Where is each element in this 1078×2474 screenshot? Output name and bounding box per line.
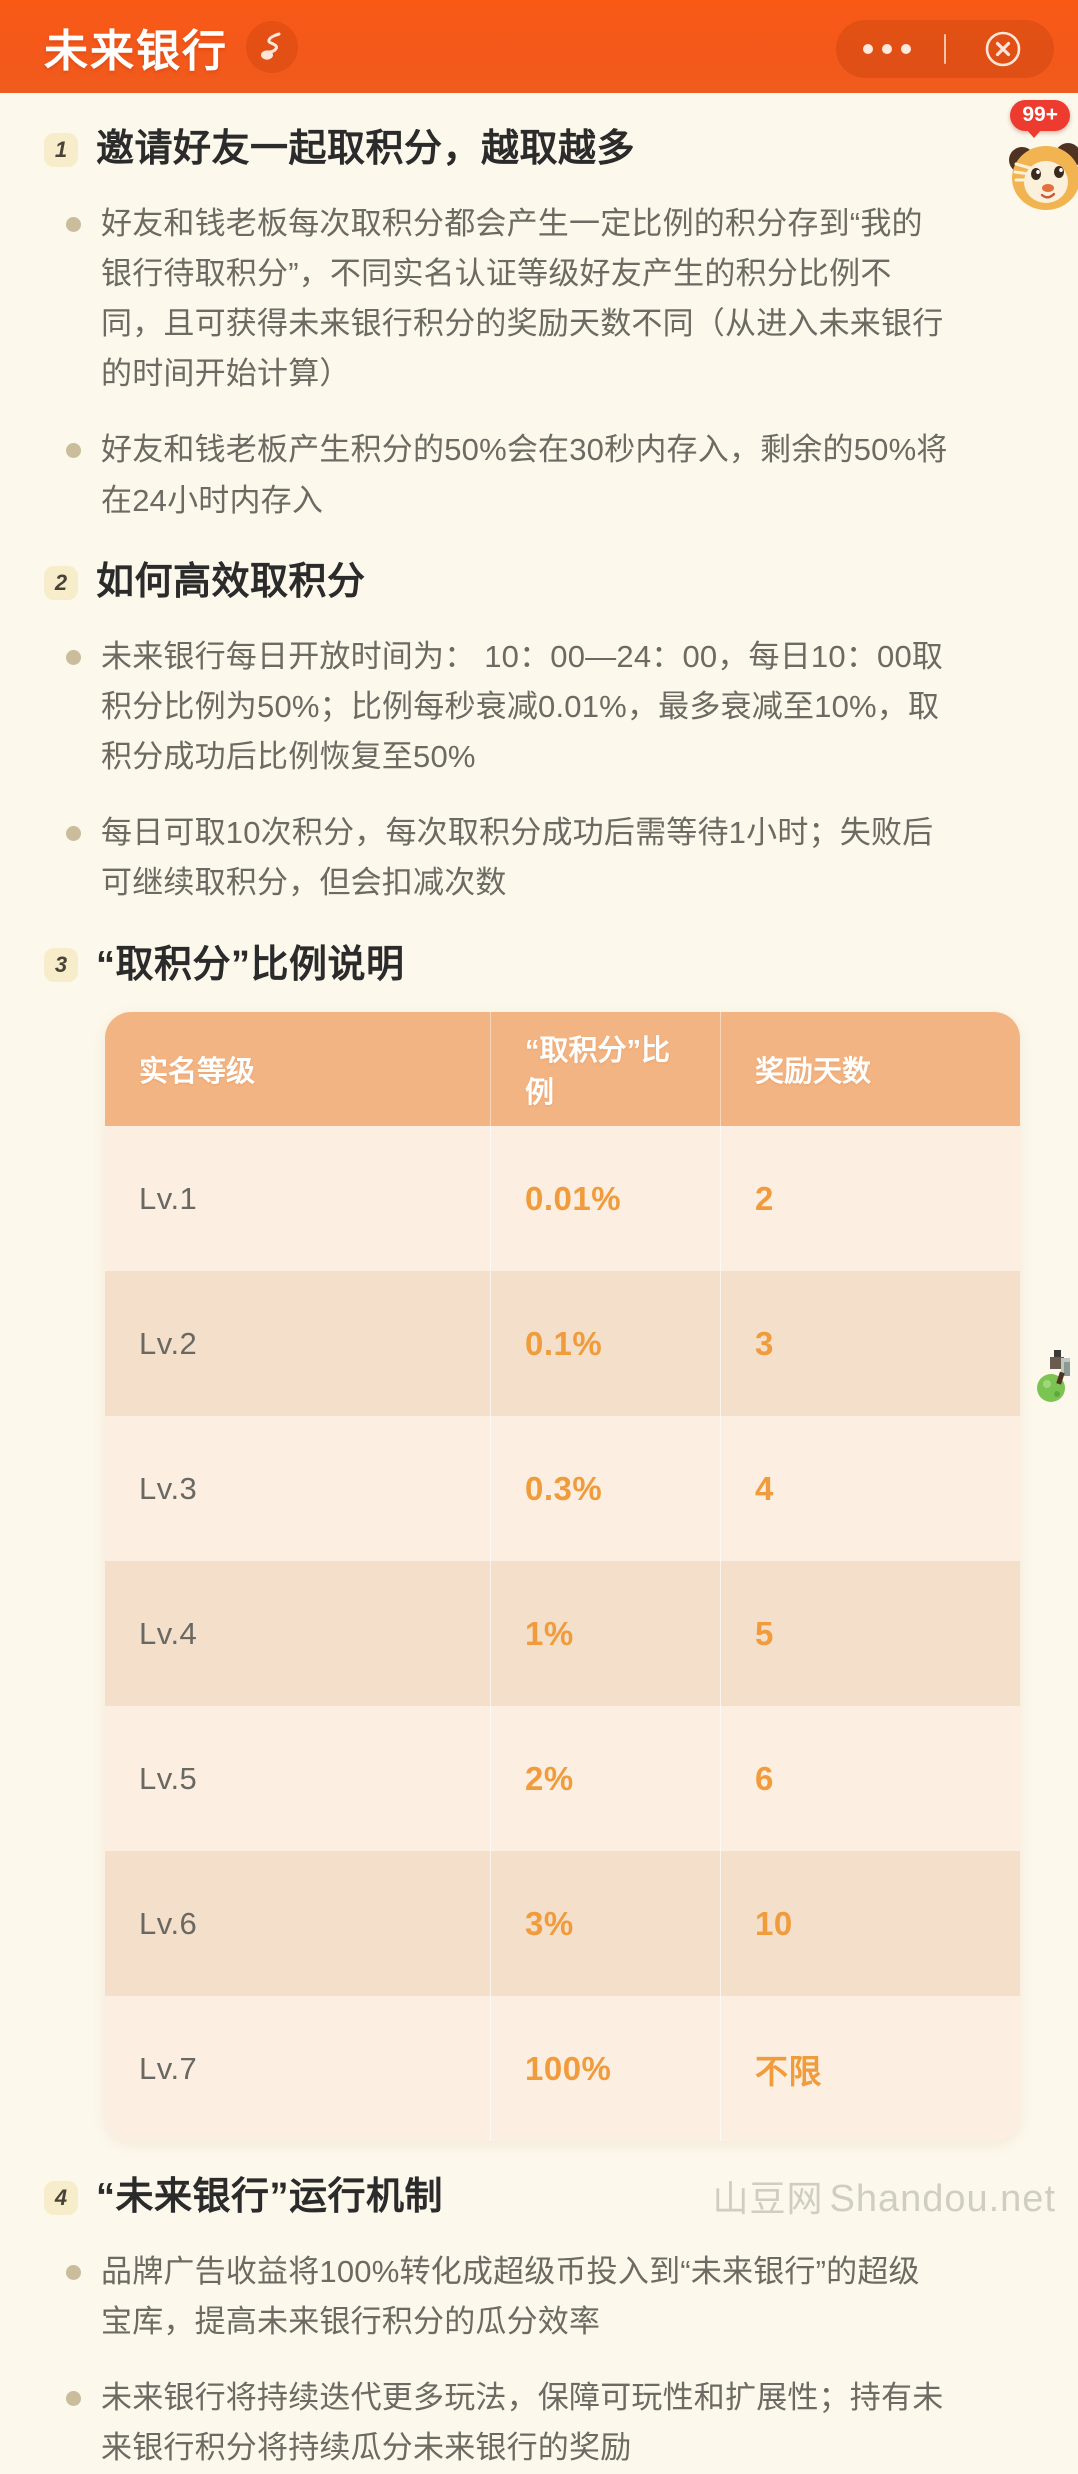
section-2: 2 如何高效取积分 未来银行每日开放时间为： 10：00—24：00，每日10：… <box>44 560 1034 909</box>
tiger-mascot-icon[interactable] <box>1002 138 1078 212</box>
watermark-en: Shandou.net <box>829 2178 1056 2220</box>
list-item: 好友和钱老板产生积分的50%会在30秒内存入，剩余的50%将在24小时内存入 <box>66 425 1034 525</box>
cell-days: 5 <box>720 1561 1020 1707</box>
cell-ratio: 2% <box>490 1706 720 1852</box>
cell-ratio: 0.1% <box>490 1271 720 1417</box>
bullet-dot-icon <box>66 826 81 842</box>
dot <box>882 44 893 54</box>
list-item: 未来银行将持续迭代更多玩法，保障可玩性和扩展性；持有未来银行积分将持续瓜分未来银… <box>66 2373 1034 2473</box>
pixel-sprite-icon[interactable] <box>1034 1348 1074 1406</box>
bullet-dot-icon <box>66 443 81 459</box>
article-content: 1 邀请好友一起取积分，越取越多 好友和钱老板每次取积分都会产生一定比例的积分存… <box>0 127 1078 2474</box>
cell-days: 3 <box>720 1271 1020 1417</box>
section-number-badge: 2 <box>44 565 78 600</box>
cell-ratio: 0.01% <box>490 1126 720 1272</box>
cell-ratio: 3% <box>490 1851 720 1997</box>
cell-ratio: 100% <box>490 1996 720 2142</box>
app-header: 未来银行 <box>0 0 1078 93</box>
mascot-widget[interactable]: 99+ <box>1000 100 1078 210</box>
section-number-badge: 4 <box>44 2180 78 2215</box>
cell-ratio: 0.3% <box>490 1416 720 1562</box>
capsule-divider <box>943 34 946 64</box>
list-item-text: 好友和钱老板每次取积分都会产生一定比例的积分存到“我的银行待取积分”，不同实名认… <box>101 205 944 392</box>
section-number-badge: 3 <box>44 948 78 983</box>
section-3-heading: 3 “取积分”比例说明 <box>44 943 1034 989</box>
section-3: 3 “取积分”比例说明 实名等级 “取积分”比例 奖励天数 Lv.1 0.01%… <box>44 943 1034 2142</box>
table-row: Lv.1 0.01% 2 <box>105 1126 1020 1272</box>
cell-level: Lv.3 <box>139 1470 198 1506</box>
cell-level: Lv.4 <box>139 1615 198 1651</box>
table-row: Lv.5 2% 6 <box>105 1706 1020 1852</box>
table-header-row: 实名等级 “取积分”比例 奖励天数 <box>105 1012 1020 1127</box>
music-note-icon[interactable] <box>246 20 298 73</box>
list-item-text: 未来银行将持续迭代更多玩法，保障可玩性和扩展性；持有未来银行积分将持续瓜分未来银… <box>101 2380 944 2466</box>
table-row: Lv.3 0.3% 4 <box>105 1416 1020 1562</box>
watermark: 山豆网 Shandou.net <box>712 2170 1056 2222</box>
unread-count-badge: 99+ <box>1010 100 1070 138</box>
close-circle-icon[interactable] <box>957 29 1049 69</box>
list-item: 品牌广告收益将100%转化成超级币投入到“未来银行”的超级宝库，提高未来银行积分… <box>66 2247 1034 2347</box>
list-item: 未来银行每日开放时间为： 10：00—24：00，每日10：00取积分比例为50… <box>66 632 1034 783</box>
cell-days: 2 <box>720 1126 1020 1272</box>
cell-days: 6 <box>720 1706 1020 1852</box>
dot <box>863 44 874 54</box>
section-title: 邀请好友一起取积分，越取越多 <box>96 128 636 170</box>
list-item: 好友和钱老板每次取积分都会产生一定比例的积分存到“我的银行待取积分”，不同实名认… <box>66 199 1034 400</box>
table-row: Lv.7 100% 不限 <box>105 1996 1020 2142</box>
table-row: Lv.6 3% 10 <box>105 1851 1020 1997</box>
page-title: 未来银行 <box>44 26 228 76</box>
more-dots-icon[interactable] <box>841 44 933 54</box>
section-2-heading: 2 如何高效取积分 <box>44 560 1034 606</box>
cell-level: Lv.2 <box>139 1325 198 1361</box>
table-row: Lv.4 1% 5 <box>105 1561 1020 1707</box>
list-item: 每日可取10次积分，每次取积分成功后需等待1小时；失败后可继续取积分，但会扣减次… <box>66 808 1034 908</box>
section-4-heading: 4 “未来银行”运行机制 <box>44 2175 1034 2221</box>
cell-level: Lv.6 <box>139 1905 198 1941</box>
list-item-text: 未来银行每日开放时间为： 10：00—24：00，每日10：00取积分比例为50… <box>101 638 944 774</box>
table-header-cell-ratio: “取积分”比例 <box>490 1012 720 1127</box>
section-title: “取积分”比例说明 <box>96 943 405 986</box>
table-row: Lv.2 0.1% 3 <box>105 1271 1020 1417</box>
section-title: “未来银行”运行机制 <box>96 2176 444 2219</box>
bullet-dot-icon <box>66 216 81 232</box>
window-capsule-controls <box>836 20 1054 78</box>
bullet-dot-icon <box>66 2391 81 2407</box>
table-header-cell-days: 奖励天数 <box>720 1012 1020 1127</box>
cell-days: 10 <box>720 1851 1020 1997</box>
cell-days: 不限 <box>720 1996 1020 2142</box>
table-header-cell-level: 实名等级 <box>139 1056 256 1089</box>
list-item-text: 品牌广告收益将100%转化成超级币投入到“未来银行”的超级宝库，提高未来银行积分… <box>101 2253 920 2339</box>
bullet-dot-icon <box>66 2264 81 2280</box>
cell-level: Lv.5 <box>139 1760 198 1796</box>
section-1-heading: 1 邀请好友一起取积分，越取越多 <box>44 127 1034 173</box>
cell-ratio: 1% <box>490 1561 720 1707</box>
section-number-badge: 1 <box>44 132 78 167</box>
cell-level: Lv.7 <box>139 2050 198 2086</box>
section-1: 1 邀请好友一起取积分，越取越多 好友和钱老板每次取积分都会产生一定比例的积分存… <box>44 127 1034 526</box>
watermark-cn: 山豆网 <box>712 2178 824 2219</box>
list-item-text: 每日可取10次积分，每次取积分成功后需等待1小时；失败后可继续取积分，但会扣减次… <box>101 815 934 901</box>
cell-level: Lv.1 <box>139 1180 198 1216</box>
section-title: 如何高效取积分 <box>96 560 366 603</box>
dot <box>901 44 912 54</box>
bullet-dot-icon <box>66 649 81 665</box>
cell-days: 4 <box>720 1416 1020 1562</box>
list-item-text: 好友和钱老板产生积分的50%会在30秒内存入，剩余的50%将在24小时内存入 <box>101 432 948 518</box>
ratio-table: 实名等级 “取积分”比例 奖励天数 Lv.1 0.01% 2 Lv.2 0.1%… <box>105 1012 1020 2142</box>
